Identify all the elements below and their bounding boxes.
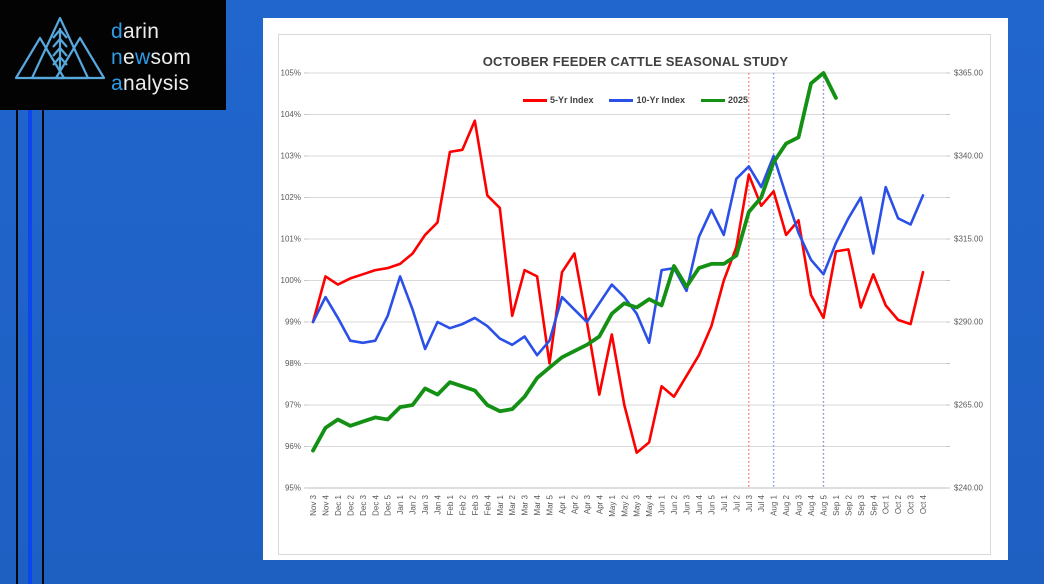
svg-text:Mar 4: Mar 4 bbox=[533, 494, 542, 515]
legend-item-0: 5-Yr Index bbox=[522, 95, 594, 105]
svg-text:Jan 1: Jan 1 bbox=[396, 494, 405, 514]
svg-text:Mar 1: Mar 1 bbox=[496, 494, 505, 515]
svg-text:Sep 4: Sep 4 bbox=[869, 494, 878, 515]
svg-text:Dec 1: Dec 1 bbox=[334, 494, 343, 515]
svg-text:101%: 101% bbox=[281, 235, 301, 244]
svg-text:$240.00: $240.00 bbox=[954, 484, 983, 493]
svg-text:May 4: May 4 bbox=[645, 494, 654, 516]
legend-label: 10-Yr Index bbox=[636, 95, 685, 105]
svg-text:Jun 1: Jun 1 bbox=[658, 494, 667, 514]
dna-logo-line: analysis bbox=[111, 72, 190, 95]
svg-text:Nov 4: Nov 4 bbox=[322, 494, 331, 515]
svg-text:Aug 1: Aug 1 bbox=[770, 494, 779, 515]
legend-label: 5-Yr Index bbox=[549, 95, 594, 105]
legend-label: 2025 bbox=[728, 95, 749, 105]
svg-text:May 2: May 2 bbox=[620, 494, 629, 516]
edge-stripe-blue bbox=[28, 110, 32, 584]
svg-text:Jan 2: Jan 2 bbox=[409, 494, 418, 514]
svg-text:Feb 3: Feb 3 bbox=[471, 494, 480, 515]
svg-text:Oct 3: Oct 3 bbox=[907, 494, 916, 514]
svg-text:Mar 3: Mar 3 bbox=[521, 494, 530, 515]
svg-text:104%: 104% bbox=[281, 110, 301, 119]
svg-text:Dec 5: Dec 5 bbox=[384, 494, 393, 515]
svg-text:Sep 2: Sep 2 bbox=[844, 494, 853, 515]
svg-text:99%: 99% bbox=[285, 318, 301, 327]
svg-text:98%: 98% bbox=[285, 359, 301, 368]
svg-text:97%: 97% bbox=[285, 401, 301, 410]
svg-text:Jun 5: Jun 5 bbox=[707, 494, 716, 514]
svg-text:Jul 1: Jul 1 bbox=[720, 494, 729, 511]
svg-text:Dec 2: Dec 2 bbox=[346, 494, 355, 515]
mountains-wheat-icon bbox=[14, 16, 106, 80]
svg-text:Jul 3: Jul 3 bbox=[745, 494, 754, 511]
svg-text:Feb 1: Feb 1 bbox=[446, 494, 455, 515]
edge-stripe-black-2 bbox=[42, 110, 44, 584]
legend-swatch bbox=[609, 98, 634, 102]
legend-swatch bbox=[522, 98, 547, 102]
svg-text:Jun 3: Jun 3 bbox=[683, 494, 692, 514]
svg-text:Aug 5: Aug 5 bbox=[820, 494, 829, 515]
svg-text:Jun 2: Jun 2 bbox=[670, 494, 679, 514]
legend-item-1: 10-Yr Index bbox=[609, 95, 685, 105]
edge-stripe-black-1 bbox=[16, 110, 18, 584]
svg-text:Apr 2: Apr 2 bbox=[570, 494, 579, 514]
svg-text:95%: 95% bbox=[285, 484, 301, 493]
svg-text:Jul 4: Jul 4 bbox=[757, 494, 766, 511]
chart-title: OCTOBER FEEDER CATTLE SEASONAL STUDY bbox=[482, 54, 789, 69]
svg-text:Nov 3: Nov 3 bbox=[309, 494, 318, 515]
svg-text:Aug 3: Aug 3 bbox=[795, 494, 804, 515]
dna-logo: darin newsom analysis bbox=[0, 0, 226, 110]
svg-text:Oct 2: Oct 2 bbox=[894, 494, 903, 514]
svg-text:Jul 2: Jul 2 bbox=[732, 494, 741, 511]
svg-text:Feb 2: Feb 2 bbox=[458, 494, 467, 515]
dna-logo-line: newsom bbox=[111, 46, 192, 69]
svg-text:Apr 3: Apr 3 bbox=[583, 494, 592, 514]
svg-text:$315.00: $315.00 bbox=[954, 235, 983, 244]
svg-text:Oct 4: Oct 4 bbox=[919, 494, 928, 514]
svg-text:$340.00: $340.00 bbox=[954, 152, 983, 161]
chart-card[interactable]: OCTOBER FEEDER CATTLE SEASONAL STUDY 5-Y… bbox=[263, 18, 1008, 560]
svg-text:96%: 96% bbox=[285, 442, 301, 451]
svg-text:Apr 4: Apr 4 bbox=[595, 494, 604, 514]
svg-text:Oct 1: Oct 1 bbox=[882, 494, 891, 514]
svg-text:May 1: May 1 bbox=[608, 494, 617, 516]
svg-text:$290.00: $290.00 bbox=[954, 318, 983, 327]
svg-text:Aug 4: Aug 4 bbox=[807, 494, 816, 515]
dna-logo-text: darin newsom analysis bbox=[111, 19, 191, 97]
svg-text:$365.00: $365.00 bbox=[954, 69, 983, 78]
svg-text:$265.00: $265.00 bbox=[954, 401, 983, 410]
legend-item-2: 2025 bbox=[701, 95, 748, 105]
svg-text:105%: 105% bbox=[281, 69, 301, 78]
chart-frame bbox=[278, 34, 991, 555]
svg-text:Apr 1: Apr 1 bbox=[558, 494, 567, 514]
svg-text:Jan 4: Jan 4 bbox=[434, 494, 443, 514]
legend-swatch bbox=[701, 98, 725, 102]
svg-text:Aug 2: Aug 2 bbox=[782, 494, 791, 515]
svg-text:Feb 4: Feb 4 bbox=[483, 494, 492, 515]
svg-text:Jan 3: Jan 3 bbox=[421, 494, 430, 514]
chart-legend: 5-Yr Index 10-Yr Index 2025 bbox=[263, 95, 1008, 105]
svg-text:Mar 2: Mar 2 bbox=[508, 494, 517, 515]
svg-text:103%: 103% bbox=[281, 152, 301, 161]
svg-text:Sep 1: Sep 1 bbox=[832, 494, 841, 515]
seasonal-line-chart: 95% 96% 97% 98% 99% 100% 101% 102% 103% 104% 105% $… bbox=[281, 69, 984, 517]
svg-text:Dec 4: Dec 4 bbox=[371, 494, 380, 515]
svg-text:May 3: May 3 bbox=[633, 494, 642, 516]
svg-text:100%: 100% bbox=[281, 276, 301, 285]
svg-text:Dec 3: Dec 3 bbox=[359, 494, 368, 515]
svg-text:102%: 102% bbox=[281, 193, 301, 202]
svg-text:Jun 4: Jun 4 bbox=[695, 494, 704, 514]
dna-logo-line: darin bbox=[111, 20, 160, 43]
svg-text:Mar 5: Mar 5 bbox=[546, 494, 555, 515]
svg-text:Sep 3: Sep 3 bbox=[857, 494, 866, 515]
